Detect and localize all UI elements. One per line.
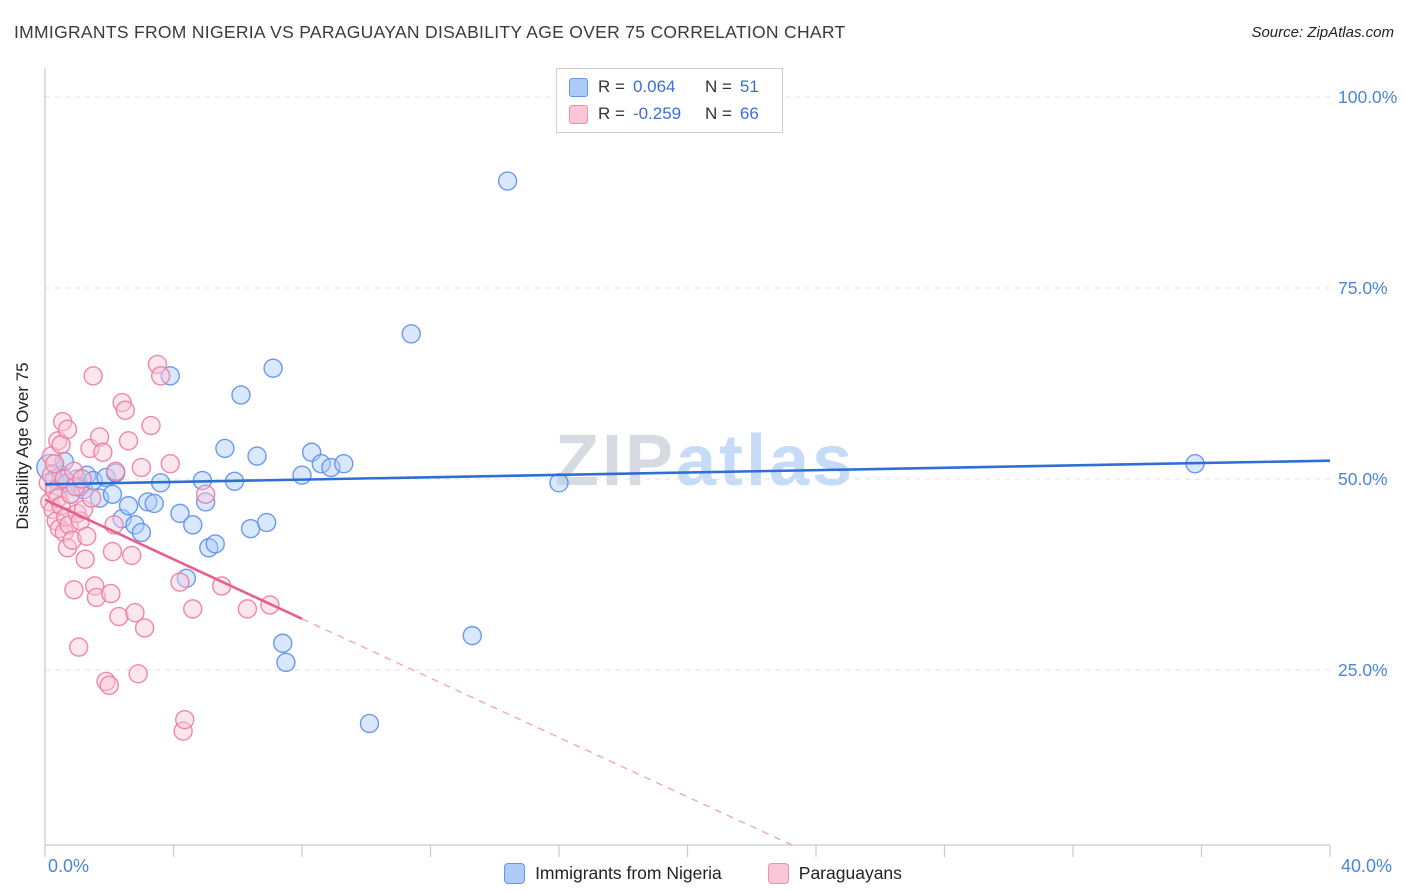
correlation-legend-box: R = 0.064 N = 51 R = -0.259 N = 66 [556,68,783,133]
scatter-point-paraguayans[interactable] [64,461,84,482]
legend-row-paraguayans: R = -0.259 N = 66 [569,104,768,124]
scatter-point-paraguayans[interactable] [62,530,83,550]
x-max-label: 40.0% [1341,856,1392,876]
scatter-point-nigeria[interactable] [215,438,235,459]
scatter-point-nigeria[interactable] [102,484,123,504]
nigeria-swatch-icon [504,863,526,884]
scatter-point-paraguayans[interactable] [131,457,152,478]
scatter-point-paraguayans[interactable] [93,442,113,462]
scatter-point-paraguayans[interactable] [75,549,95,569]
scatter-point-nigeria[interactable] [170,503,190,524]
scatter-point-paraguayans[interactable] [122,545,142,566]
scatter-point-nigeria[interactable] [292,465,312,485]
scatter-point-paraguayans[interactable] [101,583,121,604]
scatter-point-nigeria[interactable] [497,171,518,191]
r-value-nigeria: 0.064 [632,77,676,96]
scatter-point-nigeria[interactable] [240,518,261,539]
scatter-point-nigeria[interactable] [247,446,267,466]
scatter-point-nigeria[interactable] [138,492,158,512]
scatter-point-paraguayans[interactable] [99,675,119,695]
scatter-point-paraguayans[interactable] [195,484,216,504]
y-tick-label: 75.0% [1338,278,1388,298]
watermark-atlas: atlas [676,421,856,501]
scatter-point-paraguayans[interactable] [105,461,126,482]
watermark: ZIPatlas [555,420,855,502]
scatter-point-paraguayans[interactable] [81,488,102,508]
scatter-point-paraguayans[interactable] [237,599,258,619]
scatter-point-paraguayans[interactable] [72,469,92,489]
scatter-point-paraguayans[interactable] [183,599,203,619]
scatter-point-paraguayans[interactable] [160,454,180,474]
scatter-point-nigeria[interactable] [276,652,296,673]
scatter-point-paraguayans[interactable] [128,664,148,684]
scatter-point-paraguayans[interactable] [102,541,123,562]
scatter-point-paraguayans[interactable] [175,709,195,730]
n-value-paraguayans: 66 [739,104,759,123]
scatter-point-paraguayans[interactable] [134,618,155,638]
legend-item-paraguayans[interactable]: Paraguayans [767,863,902,884]
legend-row-nigeria: R = 0.064 N = 51 [569,77,768,97]
y-tick-label: 50.0% [1338,469,1388,489]
x-min-label: 0.0% [48,856,89,876]
nigeria-swatch-icon [569,77,588,97]
scatter-point-paraguayans[interactable] [65,476,86,497]
scatter-point-paraguayans[interactable] [44,454,65,474]
scatter-point-paraguayans[interactable] [141,415,161,436]
scatter-point-paraguayans[interactable] [77,526,97,546]
trendline-nigeria [44,459,1331,486]
legend-label-paraguayans: Paraguayans [798,863,902,883]
scatter-point-nigeria[interactable] [131,522,152,543]
scatter-point-nigeria[interactable] [462,625,482,646]
y-tick-label: 100.0% [1338,87,1397,107]
scatter-point-nigeria[interactable] [401,324,421,344]
scatter-point-nigeria[interactable] [273,633,293,653]
paraguayans-swatch-icon [767,863,789,884]
watermark-zip: ZIP [555,421,677,501]
scatter-point-paraguayans[interactable] [57,419,78,440]
r-value-paraguayans: -0.259 [632,104,682,123]
n-value-nigeria: 51 [739,77,759,96]
scatter-point-paraguayans[interactable] [86,587,107,608]
scatter-point-nigeria[interactable] [359,713,380,734]
n-label: N = [704,77,732,96]
scatter-point-nigeria[interactable] [183,515,203,535]
r-label: R = [598,104,625,123]
legend-item-nigeria[interactable]: Immigrants from Nigeria [504,863,722,884]
legend-label-nigeria: Immigrants from Nigeria [535,863,722,883]
scatter-point-nigeria[interactable] [205,534,225,554]
scatter-point-paraguayans[interactable] [170,572,190,592]
scatter-point-paraguayans[interactable] [125,603,145,623]
scatter-point-nigeria[interactable] [125,515,145,535]
scatter-point-nigeria[interactable] [549,473,569,493]
n-label: N = [704,104,732,123]
scatter-point-paraguayans[interactable] [118,431,139,451]
scatter-point-nigeria[interactable] [311,454,331,474]
scatter-point-paraguayans[interactable] [69,637,89,657]
source-credit: Source: ZipAtlas.com [1251,24,1394,41]
scatter-point-nigeria[interactable] [195,492,216,512]
scatter-point-nigeria[interactable] [118,496,139,516]
scatter-point-paraguayans[interactable] [147,354,168,375]
scatter-point-paraguayans[interactable] [89,427,110,447]
scatter-point-paraguayans[interactable] [150,366,171,386]
paraguayans-swatch-icon [569,104,588,124]
scatter-point-nigeria[interactable] [263,358,283,378]
r-label: R = [598,77,625,96]
scatter-point-paraguayans[interactable] [64,580,84,600]
series-legend: Immigrants from Nigeria Paraguayans [0,863,1406,884]
scatter-point-nigeria[interactable] [334,454,354,474]
scatter-point-nigeria[interactable] [231,385,251,405]
y-tick-label: 25.0% [1338,660,1388,680]
trendline-paraguayans [44,498,303,620]
scatter-point-paraguayans[interactable] [83,366,103,386]
page-title: IMMIGRANTS FROM NIGERIA VS PARAGUAYAN DI… [14,22,846,42]
scatter-point-nigeria[interactable] [256,512,277,533]
scatter-point-paraguayans[interactable] [115,400,136,420]
scatter-point-nigeria[interactable] [144,493,164,514]
scatter-point-paraguayans[interactable] [109,606,129,627]
trendline-paraguayans-extrapolated [301,618,798,848]
